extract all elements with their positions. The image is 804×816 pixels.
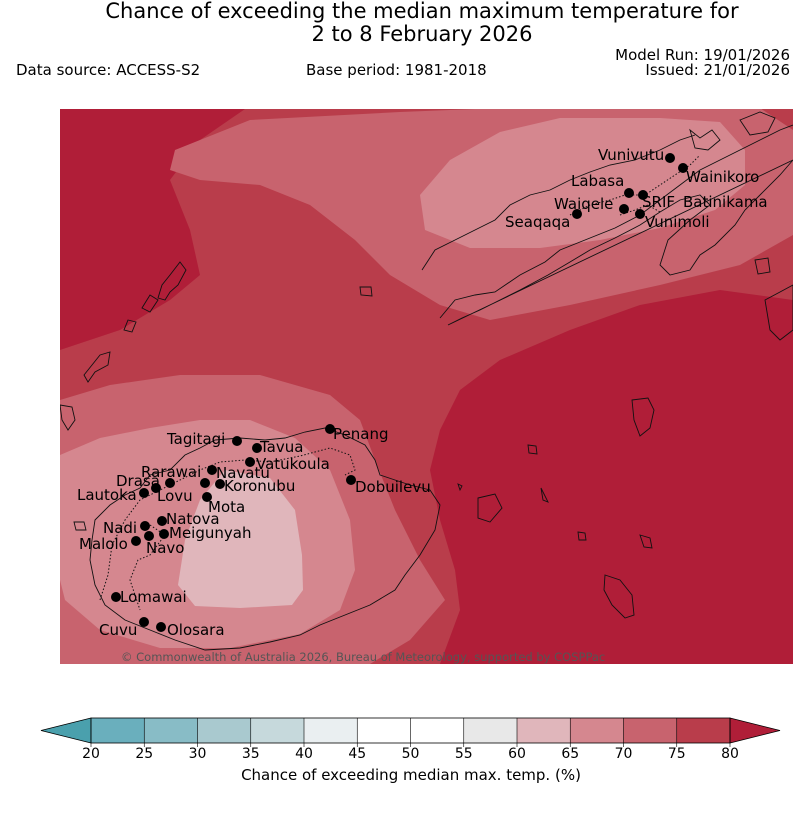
station-marker [245, 457, 255, 467]
place-label: Olosara [167, 621, 225, 639]
place-label: Meigunyah [169, 524, 251, 542]
colorbar-segment [197, 718, 251, 743]
colorbar-segment [304, 718, 358, 743]
station-marker [252, 443, 262, 453]
station-marker [111, 592, 121, 602]
station-marker [151, 483, 161, 493]
station-marker [131, 536, 141, 546]
colorbar-segment [144, 718, 198, 743]
place-label: Seaqaqa [505, 213, 570, 231]
colorbar-tick-label: 45 [348, 746, 366, 762]
station-marker [638, 190, 648, 200]
colorbar-segment [357, 718, 411, 743]
colorbar-tick-label: 40 [295, 746, 313, 762]
colorbar-tick-label: 60 [508, 746, 526, 762]
base-period: Base period: 1981-2018 [306, 61, 487, 79]
station-marker [207, 465, 217, 475]
place-label: Nadi [103, 519, 137, 537]
place-label: Batinikama [683, 193, 768, 211]
colorbar-segment [517, 718, 571, 743]
colorbar-under-arrow [40, 717, 92, 744]
colorbar-label: Chance of exceeding median max. temp. (%… [241, 766, 581, 784]
place-label: Tagitagi [166, 430, 225, 448]
station-marker [624, 188, 634, 198]
station-marker [202, 492, 212, 502]
colorbar-tick-label: 25 [135, 746, 153, 762]
station-marker [665, 153, 675, 163]
colorbar-segment [676, 718, 730, 743]
place-label: Penang [333, 425, 388, 443]
colorbar: 20 25 30 35 40 45 50 55 60 65 70 75 80 [40, 717, 781, 762]
station-marker [140, 521, 150, 531]
place-label: Drasa [116, 472, 160, 490]
station-markers [111, 153, 688, 632]
station-marker [200, 478, 210, 488]
station-marker [232, 436, 242, 446]
place-label: Lomawai [120, 588, 187, 606]
place-label: Malolo [79, 535, 128, 553]
place-label: Wainikoro [686, 168, 759, 186]
contour-60-65-south [178, 470, 303, 608]
model-run: Model Run: 19/01/2026 [615, 46, 790, 64]
place-label: Natova [166, 510, 220, 528]
place-label: Vunimoli [645, 213, 710, 231]
place-label: Cuvu [99, 621, 137, 639]
place-label: Navo [146, 539, 184, 557]
place-label: Lautoka [77, 486, 137, 504]
title-line-2: 2 to 8 February 2026 [311, 22, 533, 46]
colorbar-tick-label: 50 [402, 746, 420, 762]
colorbar-segment [91, 718, 145, 743]
colorbar-tick-label: 20 [82, 746, 100, 762]
station-marker [165, 478, 175, 488]
station-marker [346, 475, 356, 485]
station-marker [572, 209, 582, 219]
place-label: Tavua [259, 438, 303, 456]
colorbar-tick-label: 80 [721, 746, 739, 762]
colorbar-tick-label: 65 [561, 746, 579, 762]
place-label: Mota [208, 498, 245, 516]
copyright-notice: © Commonwealth of Australia 2026, Bureau… [121, 650, 605, 664]
place-label: Labasa [571, 172, 624, 190]
place-label: Rarawai [141, 463, 201, 481]
data-source: Data source: ACCESS-S2 [16, 61, 201, 79]
place-label: Dobuilevu [355, 478, 431, 496]
colorbar-segment [463, 718, 517, 743]
map-title: Chance of exceeding the median maximum t… [0, 0, 804, 46]
colorbar-tick-label: 35 [242, 746, 260, 762]
place-label: Koronubu [224, 477, 295, 495]
station-marker [156, 622, 166, 632]
colorbar-over-arrow [729, 717, 781, 744]
colorbar-tick-label: 55 [455, 746, 473, 762]
station-marker [157, 516, 167, 526]
colorbar-segment [250, 718, 304, 743]
station-marker [139, 617, 149, 627]
place-label: Vunivutu [598, 146, 664, 164]
colorbar-segment [623, 718, 677, 743]
map-panel: Vunivutu Wainikoro Labasa SRIF Batinikam… [60, 109, 793, 664]
colorbar-segment [570, 718, 624, 743]
station-marker [215, 479, 225, 489]
contour-65-70-north [420, 118, 745, 248]
colorbar-tick-label: 30 [189, 746, 207, 762]
place-label: SRIF [642, 193, 675, 211]
station-marker [325, 424, 335, 434]
station-marker [159, 529, 169, 539]
colorbar-tick-label: 70 [615, 746, 633, 762]
coastlines [60, 111, 793, 651]
place-labels: Vunivutu Wainikoro Labasa SRIF Batinikam… [77, 146, 768, 639]
colorbar-segment [410, 718, 464, 743]
station-marker [144, 531, 154, 541]
place-label: Vatukoula [256, 455, 330, 473]
place-label: Waiqele [554, 195, 613, 213]
station-marker [635, 209, 645, 219]
place-label: Lovu [157, 487, 193, 505]
place-label: Navatu [216, 464, 270, 482]
station-marker [619, 204, 629, 214]
issued-date: Issued: 21/01/2026 [645, 61, 790, 79]
colorbar-tick-label: 75 [668, 746, 686, 762]
station-marker [678, 163, 688, 173]
station-marker [139, 488, 149, 498]
title-line-1: Chance of exceeding the median maximum t… [105, 0, 739, 23]
